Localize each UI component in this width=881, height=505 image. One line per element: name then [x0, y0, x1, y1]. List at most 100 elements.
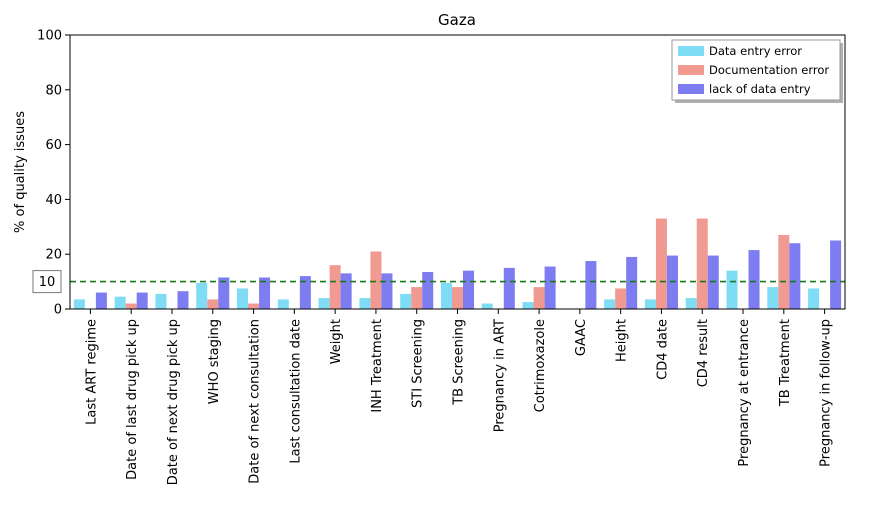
bar-3-2	[136, 292, 148, 309]
bar-1-10	[440, 282, 452, 309]
x-tick-2: Date of last drug pick up	[125, 309, 140, 480]
legend-swatch-1	[678, 46, 704, 56]
x-ticks: Last ART regime Date of last drug pick up…	[84, 309, 834, 485]
bar-1-6	[277, 299, 289, 309]
x-tick-14: Height	[615, 309, 630, 362]
bar-2-9	[411, 287, 423, 309]
x-tick-16: CD4 result	[696, 309, 711, 387]
legend-label-3: lack of data entry	[709, 82, 811, 96]
bar-2-16	[696, 218, 708, 309]
bar-1-16	[685, 298, 697, 309]
x-tick-15: CD4 date	[655, 309, 670, 380]
bar-1-18	[767, 287, 779, 309]
bar-2-2	[125, 303, 137, 309]
legend: Data entry error Documentation error lack …	[671, 39, 843, 103]
bar-3-17	[748, 250, 760, 309]
bar-1-4	[196, 282, 208, 309]
y-tick-label: 100	[37, 29, 62, 44]
x-tick-label: WHO staging	[207, 319, 222, 404]
x-tick-label: Pregnancy in ART	[492, 319, 507, 432]
bar-1-19	[808, 288, 820, 309]
bar-1-5	[237, 288, 249, 309]
x-tick-13: GAAC	[574, 309, 589, 356]
x-tick-label: INH Treatment	[370, 319, 385, 413]
bar-2-18	[778, 235, 790, 309]
bar-1-15	[644, 299, 656, 309]
x-tick-label: Height	[615, 319, 630, 362]
bar-1-8	[359, 298, 371, 309]
bar-1-14	[604, 299, 616, 309]
y-tick-label: 20	[45, 248, 62, 263]
x-tick-1: Last ART regime	[84, 309, 99, 425]
y-tick-80: 80	[45, 83, 70, 98]
bar-2-12	[533, 287, 545, 309]
y-tick-100: 100	[37, 29, 70, 44]
bar-1-1	[73, 299, 85, 309]
x-tick-8: INH Treatment	[370, 309, 385, 413]
bar-3-13	[585, 261, 597, 309]
bar-3-19	[830, 240, 842, 309]
x-tick-label: Pregnancy at entrance	[737, 319, 752, 467]
bar-1-17	[726, 270, 738, 309]
y-tick-60: 60	[45, 138, 70, 153]
x-tick-label: Date of next consultation	[248, 319, 263, 484]
legend-swatch-3	[678, 84, 704, 94]
x-tick-12: Cotrimoxazole	[533, 309, 548, 412]
x-tick-label: GAAC	[574, 319, 589, 356]
bar-3-12	[544, 266, 556, 309]
bar-3-14	[626, 256, 638, 309]
reference-label: 10	[39, 275, 56, 290]
x-tick-label: Pregnancy in follow-up	[819, 319, 834, 467]
x-tick-5: Date of next consultation	[248, 309, 263, 484]
x-tick-4: WHO staging	[207, 309, 222, 404]
x-tick-6: Last consultation date	[288, 309, 303, 464]
bar-3-4	[218, 277, 230, 309]
y-tick-20: 20	[45, 248, 70, 263]
x-tick-11: Pregnancy in ART	[492, 309, 507, 432]
y-ticks: 0 20 40 60 80 100	[37, 29, 70, 318]
bar-1-2	[114, 296, 126, 309]
bars-group	[73, 218, 842, 309]
x-tick-label: Cotrimoxazole	[533, 319, 548, 412]
x-tick-label: Weight	[329, 319, 344, 364]
y-tick-label: 0	[54, 303, 62, 318]
x-tick-label: Last consultation date	[288, 319, 303, 464]
x-tick-label: Last ART regime	[84, 319, 99, 425]
x-tick-label: Date of last drug pick up	[125, 319, 140, 480]
bar-2-15	[655, 218, 667, 309]
x-tick-3: Date of next drug pick up	[166, 309, 181, 485]
bar-3-18	[789, 243, 801, 309]
legend-label-1: Data entry error	[709, 44, 802, 58]
x-tick-19: Pregnancy in follow-up	[819, 309, 834, 467]
y-tick-label: 40	[45, 193, 62, 208]
reference-line-group: 10	[32, 270, 845, 294]
bar-1-9	[400, 293, 412, 309]
bar-1-7	[318, 298, 330, 309]
y-tick-label: 60	[45, 138, 62, 153]
bar-3-7	[340, 273, 352, 309]
bar-3-5	[259, 277, 271, 309]
bar-3-1	[95, 292, 107, 309]
x-tick-7: Weight	[329, 309, 344, 364]
bar-2-5	[248, 303, 260, 309]
bar-3-10	[463, 270, 475, 309]
bar-2-4	[207, 299, 219, 309]
bar-2-10	[451, 287, 463, 309]
plot-frame	[69, 34, 846, 310]
x-tick-label: STI Screening	[411, 319, 426, 408]
bar-3-8	[381, 273, 393, 309]
bar-1-12	[522, 302, 534, 309]
y-tick-0: 0	[54, 303, 70, 318]
y-axis-label: % of quality issues	[13, 111, 28, 233]
bar-2-14	[615, 288, 627, 309]
x-tick-label: Date of next drug pick up	[166, 319, 181, 485]
x-tick-label: TB Screening	[452, 319, 467, 406]
y-tick-40: 40	[45, 193, 70, 208]
bar-2-8	[370, 251, 382, 309]
x-tick-label: TB Treatment	[778, 319, 793, 407]
x-tick-9: STI Screening	[411, 309, 426, 408]
x-tick-10: TB Screening	[452, 309, 467, 406]
x-tick-17: Pregnancy at entrance	[737, 309, 752, 467]
y-tick-label: 80	[45, 83, 62, 98]
chart-title: Gaza	[438, 11, 476, 29]
